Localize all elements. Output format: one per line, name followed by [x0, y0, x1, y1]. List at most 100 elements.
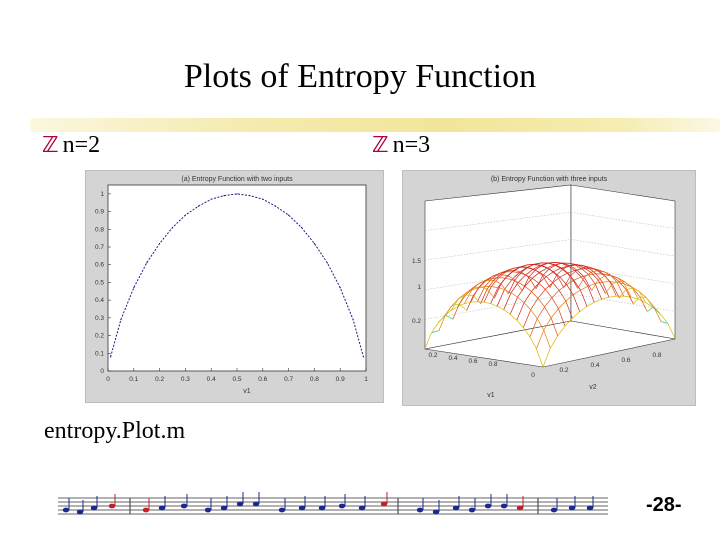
- music-note: [358, 505, 366, 511]
- data-point: [249, 195, 251, 197]
- data-point: [288, 214, 290, 216]
- x-tick-label: 0: [106, 376, 110, 383]
- footer-filename: entropy.Plot.m: [44, 418, 186, 444]
- page-number: -28-: [646, 494, 682, 516]
- music-note: [500, 503, 508, 509]
- chart-title: (b) Entropy Function with three inputs: [491, 176, 608, 183]
- data-point: [133, 287, 135, 289]
- data-point: [339, 287, 341, 289]
- y-tick-label: 0: [100, 368, 104, 375]
- grid-line: [424, 239, 572, 261]
- x-tick-label: 0.5: [232, 376, 241, 383]
- y-tick-label: 1: [100, 191, 104, 198]
- y-tick-label: 0.1: [95, 350, 104, 357]
- y-tick-label: 0.2: [95, 333, 104, 340]
- entropy-2d-plot: (a) Entropy Function with two inputs 0 0.1…: [85, 170, 384, 403]
- data-point: [313, 242, 315, 245]
- data-point: [171, 226, 174, 229]
- y-tick-label: 0.6: [621, 357, 630, 364]
- back-wall-right: [570, 184, 676, 340]
- music-note: [236, 501, 244, 507]
- y-tick-label: 0.5: [95, 279, 104, 286]
- mesh-line-v: [605, 280, 639, 300]
- data-point: [326, 262, 328, 264]
- data-point: [275, 205, 277, 207]
- chart-title: (a) Entropy Function with two inputs: [181, 176, 293, 183]
- music-note: [180, 503, 188, 509]
- bullet-n2: ℤ n=2: [42, 132, 100, 159]
- z-bullet-icon: ℤ: [372, 133, 389, 158]
- music-note: [452, 505, 460, 511]
- music-note: [220, 505, 228, 511]
- x-tick-label: 0.6: [258, 376, 267, 383]
- music-note: [62, 507, 70, 513]
- plot-area: [107, 184, 367, 372]
- entropy-curve: [110, 193, 364, 357]
- data-point: [236, 193, 238, 195]
- entropy-3d-plot: (b) Entropy Function with three inputs 0.…: [402, 170, 696, 406]
- grid-line: [424, 266, 572, 290]
- music-note: [432, 509, 440, 515]
- data-point: [109, 356, 112, 358]
- music-note: [278, 507, 286, 513]
- music-note: [568, 505, 576, 511]
- music-note: [586, 505, 594, 511]
- title-wrap: Plots of Entropy Function: [0, 58, 720, 96]
- x-tick-label: 0.3: [181, 376, 190, 383]
- grid-line: [570, 293, 676, 312]
- data-point: [300, 226, 303, 229]
- music-note: [416, 507, 424, 513]
- data-point: [120, 319, 122, 321]
- x-axis-label: v1: [487, 392, 495, 399]
- z-tick-label: 1.5: [412, 258, 421, 265]
- x-tick-label: 0.1: [129, 376, 138, 383]
- x-tick-label: 0.7: [284, 376, 293, 383]
- y-tick-label: 0.9: [95, 209, 104, 216]
- music-note: [338, 503, 346, 509]
- y-tick-label: 0.7: [95, 244, 104, 251]
- mesh-line-v: [563, 266, 617, 297]
- z-bullet-icon: ℤ: [42, 133, 59, 158]
- music-note: [318, 505, 326, 511]
- x-axis-label: v1: [243, 388, 251, 395]
- y-tick-label: 0.6: [95, 262, 104, 269]
- data-point: [184, 214, 186, 216]
- mesh-line-v: [480, 266, 573, 319]
- surface-mesh: [424, 262, 676, 368]
- mesh-line-v: [661, 321, 668, 324]
- x-tick-label: 0.2: [428, 352, 437, 359]
- music-note: [484, 503, 492, 509]
- slide-title: Plots of Entropy Function: [183, 58, 537, 95]
- mesh-line-v: [466, 271, 566, 327]
- mesh-line-v: [521, 262, 595, 303]
- entropy-2d-svg: (a) Entropy Function with two inputs 0 0.1…: [95, 176, 368, 395]
- music-note: [468, 507, 476, 513]
- music-note: [158, 505, 166, 511]
- grid-line: [570, 212, 676, 229]
- grid-line: [570, 266, 676, 284]
- x-tick-label: 0.2: [155, 376, 164, 383]
- x-tick-label: 0.6: [468, 358, 477, 365]
- data-point: [352, 319, 354, 321]
- music-note: [252, 501, 260, 507]
- music-note: [380, 501, 388, 507]
- mesh-line-v: [646, 306, 661, 315]
- mesh-line-v: [549, 264, 610, 298]
- y-axis-label: v2: [589, 384, 597, 391]
- y-tick-label: 0.4: [95, 297, 104, 304]
- x-tick-label: 0.8: [488, 361, 497, 368]
- mesh-line-v: [535, 262, 603, 300]
- data-point: [159, 242, 161, 245]
- music-note: [90, 505, 98, 511]
- data-point: [210, 198, 212, 200]
- mesh-line-v: [619, 287, 647, 303]
- x-tick-label: 0.4: [448, 355, 457, 362]
- y-tick-label: 0.2: [559, 367, 568, 374]
- data-point: [362, 356, 365, 358]
- music-note: [550, 507, 558, 513]
- data-point: [262, 198, 264, 200]
- title-underline: [30, 118, 720, 132]
- mesh-line-v: [591, 275, 632, 298]
- z-tick-label: 0.2: [412, 318, 421, 325]
- music-note: [298, 505, 306, 511]
